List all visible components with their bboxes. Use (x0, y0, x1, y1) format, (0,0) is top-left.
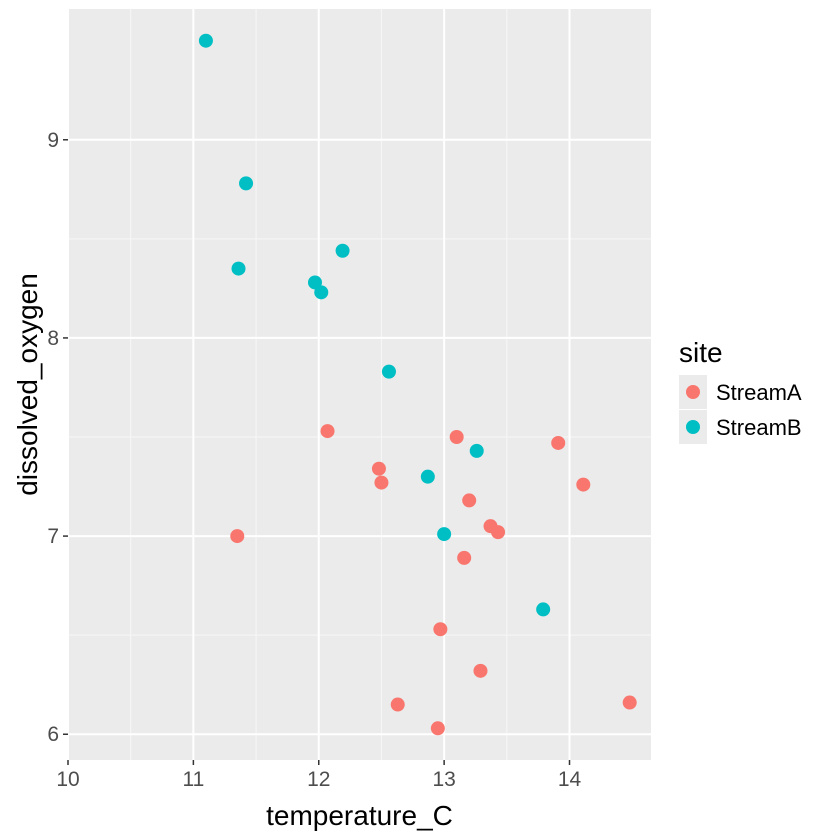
data-points (198, 33, 637, 736)
x-tick-label: 12 (307, 768, 330, 791)
data-point-streamb (314, 285, 329, 300)
data-point-streama (230, 529, 245, 544)
data-point-streamb (231, 261, 246, 276)
data-point-streamb (437, 527, 452, 542)
x-axis-title: temperature_C (266, 800, 453, 831)
major-gridlines (67, 9, 651, 760)
data-point-streama (430, 721, 445, 736)
data-point-streama (390, 697, 405, 712)
x-tick-label: 14 (558, 768, 582, 791)
data-point-streamb (469, 443, 484, 458)
legend: site StreamA StreamB (679, 337, 802, 444)
x-tick-label: 11 (182, 768, 204, 791)
minor-gridlines (68, 9, 651, 760)
data-point-streama (457, 550, 472, 565)
data-point-streamb (239, 176, 254, 191)
plot-panel (68, 9, 651, 760)
x-tick-label: 10 (56, 768, 79, 791)
data-point-streama (374, 475, 389, 490)
data-point-streama (371, 461, 386, 476)
data-point-streama (433, 622, 448, 637)
data-point-streama (449, 430, 464, 445)
legend-label-streama: StreamA (716, 380, 802, 405)
y-tick-label: 8 (47, 327, 59, 350)
data-point-streama (622, 695, 637, 710)
data-point-streama (462, 493, 477, 508)
y-axis-ticks: 6 7 8 9 (47, 129, 68, 746)
legend-title: site (679, 337, 723, 368)
x-tick-label: 13 (432, 768, 455, 791)
data-point-streamb (536, 602, 551, 617)
legend-items: StreamA StreamB (679, 375, 802, 444)
data-point-streama (491, 525, 506, 540)
data-point-streamb (420, 469, 435, 484)
x-axis-ticks: 10 11 12 13 14 (56, 760, 582, 791)
data-point-streamb (198, 33, 213, 48)
y-axis-title: dissolved_oxygen (12, 273, 43, 496)
data-point-streamb (335, 243, 350, 258)
y-tick-label: 6 (47, 723, 59, 746)
legend-label-streamb: StreamB (716, 415, 802, 440)
legend-swatch-streamb (686, 420, 700, 434)
legend-swatch-streama (686, 385, 700, 399)
data-point-streama (473, 663, 488, 678)
data-point-streama (576, 477, 591, 492)
y-tick-label: 9 (47, 129, 59, 152)
data-point-streama (320, 424, 335, 439)
data-point-streamb (381, 364, 396, 379)
data-point-streama (551, 435, 566, 450)
y-tick-label: 7 (47, 525, 59, 548)
